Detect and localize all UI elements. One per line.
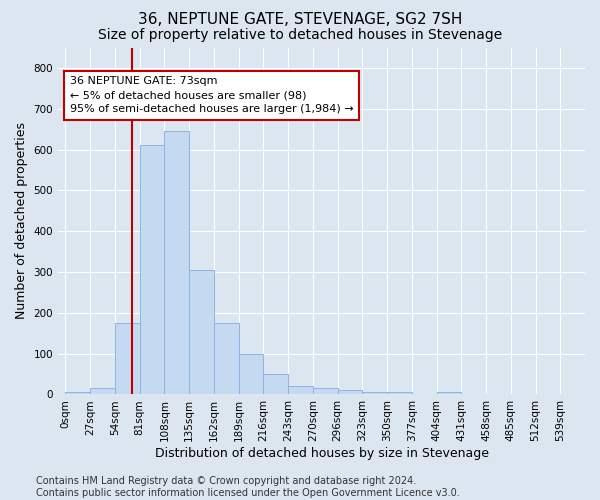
Bar: [164, 131, 189, 394]
Bar: [288, 386, 313, 394]
Bar: [338, 390, 362, 394]
Bar: [189, 270, 214, 394]
Bar: [214, 323, 239, 394]
Bar: [239, 354, 263, 395]
Bar: [313, 388, 338, 394]
Bar: [362, 392, 387, 394]
Text: Size of property relative to detached houses in Stevenage: Size of property relative to detached ho…: [98, 28, 502, 42]
Text: 36, NEPTUNE GATE, STEVENAGE, SG2 7SH: 36, NEPTUNE GATE, STEVENAGE, SG2 7SH: [138, 12, 462, 28]
Y-axis label: Number of detached properties: Number of detached properties: [15, 122, 28, 320]
Bar: [65, 392, 90, 394]
Text: 36 NEPTUNE GATE: 73sqm
← 5% of detached houses are smaller (98)
95% of semi-deta: 36 NEPTUNE GATE: 73sqm ← 5% of detached …: [70, 76, 353, 114]
Bar: [140, 146, 164, 394]
Bar: [90, 388, 115, 394]
Bar: [437, 392, 461, 394]
Bar: [263, 374, 288, 394]
Text: Contains HM Land Registry data © Crown copyright and database right 2024.
Contai: Contains HM Land Registry data © Crown c…: [36, 476, 460, 498]
X-axis label: Distribution of detached houses by size in Stevenage: Distribution of detached houses by size …: [155, 447, 488, 460]
Bar: [387, 392, 412, 394]
Bar: [115, 323, 140, 394]
